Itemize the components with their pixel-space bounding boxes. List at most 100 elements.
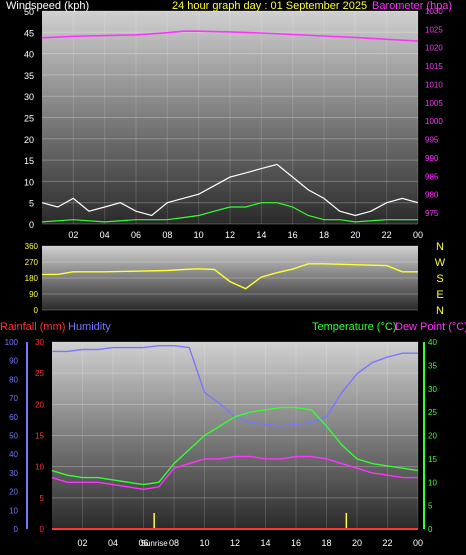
rainfall-y-tick-label: 15 (35, 432, 44, 441)
wind-x-tick-label: 00 (413, 230, 423, 240)
humidity-y-tick-label: 90 (9, 357, 18, 366)
wind-x-tick-label: 20 (350, 230, 360, 240)
wind-y-tick-label: 20 (24, 135, 34, 145)
sunrise-label: Sunrise (141, 539, 169, 548)
barometer-y-tick-label: 1020 (425, 44, 443, 53)
temperature-y-tick-label: 5 (428, 502, 433, 511)
direction-y-tick-label: 90 (29, 290, 38, 299)
temperature-x-tick-label: 08 (169, 538, 179, 548)
compass-label: N (436, 305, 444, 317)
temperature-y-tick-label: 35 (428, 361, 437, 370)
wind-y-tick-label: 15 (24, 156, 34, 166)
wind-x-tick-label: 18 (319, 230, 329, 240)
temperature-x-tick-label: 06 (138, 538, 148, 548)
humidity-y-tick-label: 100 (5, 338, 19, 347)
wind-y-tick-label: 0 (29, 220, 34, 230)
wind-x-tick-label: 02 (68, 230, 78, 240)
direction-y-tick-label: 360 (25, 242, 39, 251)
wind-y-tick-label: 5 (29, 199, 34, 209)
series-dewpoint (51, 455, 418, 491)
rainfall-y-tick-label: 0 (40, 525, 45, 534)
rainfall-y-tick-label: 5 (40, 494, 45, 503)
panel-wind-background (42, 11, 418, 224)
temperature-x-tick-label: 10 (199, 538, 209, 548)
barometer-y-tick-label: 975 (425, 209, 439, 218)
humidity-y-tick-label: 40 (9, 450, 18, 459)
humidity-y-tick-label: 20 (9, 488, 18, 497)
temperature-axis-label: Temperature (°C) (312, 321, 396, 333)
barometer-y-tick-label: 1010 (425, 80, 443, 89)
temperature-x-tick-label: 16 (291, 538, 301, 548)
temperature-x-tick-label: 14 (260, 538, 270, 548)
wind-x-tick-label: 16 (288, 230, 298, 240)
barometer-y-tick-label: 1025 (425, 25, 443, 34)
temperature-x-tick-label: 00 (413, 538, 423, 548)
direction-y-tick-label: 0 (34, 306, 39, 315)
wind-x-tick-label: 06 (131, 230, 141, 240)
wind-x-tick-label: 22 (382, 230, 392, 240)
humidity-y-tick-label: 10 (9, 506, 18, 515)
series-direction (42, 263, 418, 290)
temperature-y-tick-label: 15 (428, 455, 437, 464)
humidity-y-tick-label: 80 (9, 375, 18, 384)
wind-x-tick-label: 04 (100, 230, 110, 240)
wind-y-tick-label: 25 (24, 114, 34, 124)
rainfall-y-tick-label: 30 (35, 338, 44, 347)
chart-title: 24 hour graph day : 01 September 2025 (172, 0, 367, 12)
wind-y-tick-label: 50 (24, 7, 34, 17)
temperature-x-tick-label: 20 (352, 538, 362, 548)
barometer-y-tick-label: 1005 (425, 99, 443, 108)
compass-label: W (435, 257, 446, 269)
temperature-y-tick-label: 40 (428, 338, 437, 347)
barometer-y-tick-label: 1030 (425, 7, 443, 16)
temperature-y-tick-label: 0 (428, 525, 433, 534)
series-avg (41, 202, 418, 223)
compass-label: E (436, 289, 443, 301)
temperature-x-tick-label: 04 (108, 538, 118, 548)
temperature-y-tick-label: 10 (428, 478, 437, 487)
humidity-y-tick-label: 70 (9, 394, 18, 403)
windspeed-axis-label: Windspeed (kph) (6, 0, 89, 12)
rainfall-axis-label: Rainfall (mm) (0, 321, 65, 333)
barometer-y-tick-label: 1015 (425, 62, 443, 71)
temperature-x-tick-label: 18 (321, 538, 331, 548)
wind-y-tick-label: 45 (24, 28, 34, 38)
barometer-y-tick-label: 995 (425, 136, 439, 145)
wind-x-tick-label: 12 (225, 230, 235, 240)
compass-label: N (436, 241, 444, 253)
barometer-y-tick-label: 1000 (425, 117, 443, 126)
compass-label: S (436, 273, 443, 285)
temperature-y-tick-label: 20 (428, 432, 437, 441)
direction-y-tick-label: 180 (25, 274, 39, 283)
barometer-y-tick-label: 990 (425, 154, 439, 163)
wind-y-tick-label: 10 (24, 177, 34, 187)
humidity-y-tick-label: 0 (14, 525, 19, 534)
wind-y-tick-label: 40 (24, 50, 34, 60)
series-barometer (41, 30, 419, 42)
dewpoint-axis-label: Dew Point (°C) (395, 321, 466, 333)
temperature-y-tick-label: 25 (428, 408, 437, 417)
series-temperature (51, 406, 419, 486)
wind-x-tick-label: 14 (256, 230, 266, 240)
humidity-y-tick-label: 50 (9, 432, 18, 441)
wind-x-tick-label: 08 (162, 230, 172, 240)
rainfall-y-tick-label: 20 (35, 400, 44, 409)
temperature-x-tick-label: 02 (77, 538, 87, 548)
rainfall-y-tick-label: 10 (35, 463, 44, 472)
direction-y-tick-label: 270 (25, 258, 39, 267)
humidity-axis-label: Humidity (68, 321, 111, 333)
temperature-x-tick-label: 12 (230, 538, 240, 548)
panel-direction-background (42, 246, 418, 310)
barometer-y-tick-label: 980 (425, 191, 439, 200)
barometer-axis-label: Barometer (hpa) (372, 0, 452, 12)
wind-y-tick-label: 30 (24, 92, 34, 102)
barometer-y-tick-label: 985 (425, 172, 439, 181)
wind-x-tick-label: 10 (194, 230, 204, 240)
temperature-x-tick-label: 22 (382, 538, 392, 548)
humidity-y-tick-label: 60 (9, 413, 18, 422)
rainfall-y-tick-label: 25 (35, 369, 44, 378)
humidity-y-tick-label: 30 (9, 469, 18, 478)
series-gust (41, 163, 419, 217)
temperature-y-tick-label: 30 (428, 385, 437, 394)
